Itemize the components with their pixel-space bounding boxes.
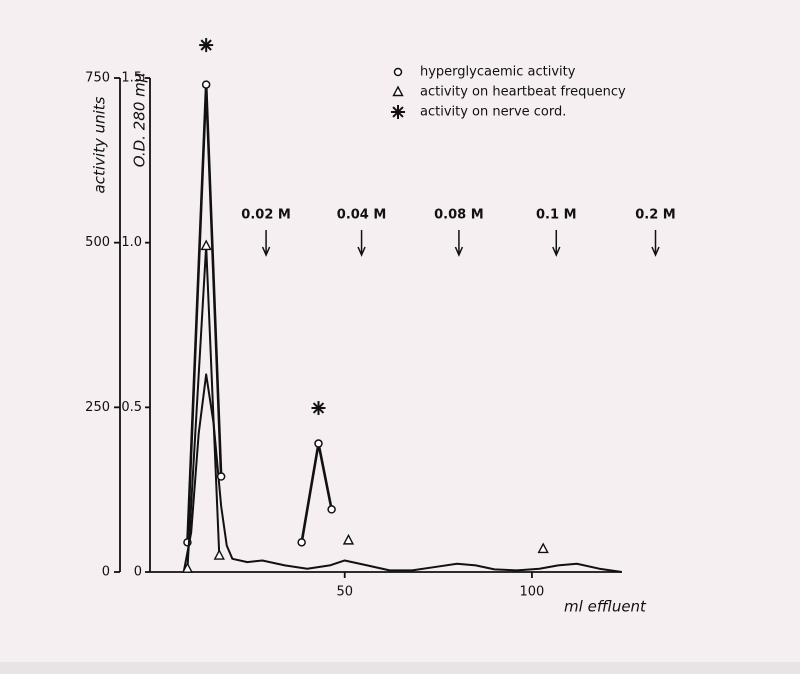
triangle-marker: [342, 533, 355, 545]
y2-tick-label: 0.5: [121, 400, 142, 415]
circle-marker: [216, 472, 226, 481]
x-axis-title: ml effluent: [564, 598, 647, 616]
asterisk-marker: [311, 400, 326, 415]
photo-edge: [0, 662, 800, 674]
y-tick-label: 750: [85, 71, 110, 86]
y2-tick-label: 1.0: [121, 235, 142, 250]
legend-label: activity on nerve cord.: [420, 105, 566, 120]
y-axis-title: activity units: [91, 96, 109, 193]
x-tick-label: 100: [520, 585, 545, 600]
y2-tick-label: 1.5: [121, 71, 142, 86]
gradient-label: 0.02 M: [241, 208, 291, 223]
y-tick-label: 500: [85, 235, 110, 250]
legend-label: hyperglycaemic activity: [420, 65, 576, 80]
asterisk-stroke: [200, 39, 212, 51]
triangle-marker: [200, 239, 212, 251]
asterisk-stroke: [392, 106, 404, 118]
circle-marker: [314, 439, 323, 448]
asterisk-marker: [199, 38, 214, 53]
circle-marker: [297, 538, 306, 547]
y-tick-label: 250: [85, 400, 110, 415]
triangle-marker: [213, 549, 225, 560]
legend-label: activity on heartbeat frequency: [420, 85, 626, 100]
legend-marker: [391, 105, 405, 119]
series-line: [182, 373, 622, 573]
gradient-arrow: [357, 230, 366, 257]
legend-marker: [393, 67, 403, 77]
legend-marker: [392, 85, 404, 97]
triangle-marker: [181, 562, 194, 573]
circle-marker: [327, 505, 336, 514]
gradient-arrow: [454, 230, 464, 257]
gradient-arrow: [552, 230, 561, 257]
y2-axis-title: O.D. 280 mμ: [131, 73, 149, 168]
x-tick-label: 50: [336, 585, 353, 600]
gradient-label: 0.1 M: [536, 208, 577, 223]
y-tick-label: 0: [102, 565, 110, 580]
gradient-label: 0.08 M: [434, 208, 484, 223]
asterisk-stroke: [312, 402, 325, 414]
gradient-arrow: [651, 230, 660, 257]
gradient-arrow: [261, 230, 271, 257]
triangle-marker: [537, 542, 549, 554]
y2-tick-label: 0: [134, 565, 142, 580]
circle-marker: [201, 80, 211, 89]
gradient-label: 0.04 M: [337, 208, 387, 223]
gradient-label: 0.2 M: [635, 208, 676, 223]
